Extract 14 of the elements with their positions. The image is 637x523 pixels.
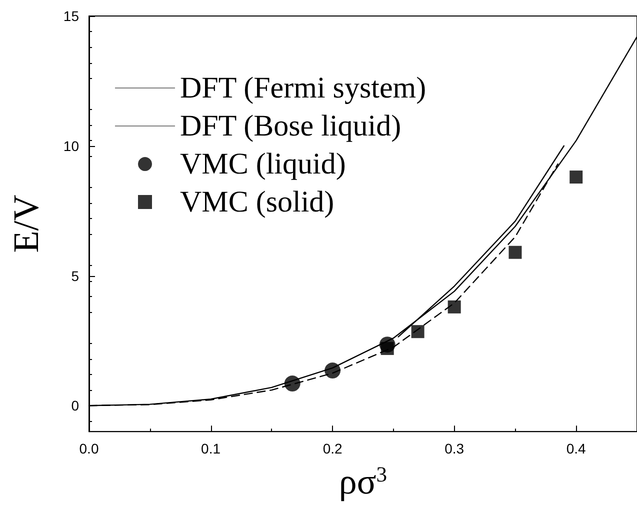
legend-label: DFT (Fermi system): [180, 72, 426, 104]
y-tick-label: 15: [63, 8, 80, 24]
x-tick-label: 0.2: [322, 440, 342, 457]
y-tick-label: 10: [63, 138, 80, 154]
x-tick-label: 0.3: [444, 440, 464, 457]
x-tick-label: 0.0: [79, 440, 99, 457]
y-axis-title: E/V: [6, 194, 46, 253]
y-tick-label: 5: [71, 268, 80, 284]
legend-label: VMC (liquid): [180, 148, 346, 180]
y-tick-label: 0: [71, 398, 80, 414]
legend-label: VMC (solid): [180, 186, 334, 218]
x-tick-label: 0.4: [566, 440, 586, 457]
x-tick-label: 0.1: [201, 440, 221, 457]
legend-label: DFT (Bose liquid): [180, 110, 402, 142]
